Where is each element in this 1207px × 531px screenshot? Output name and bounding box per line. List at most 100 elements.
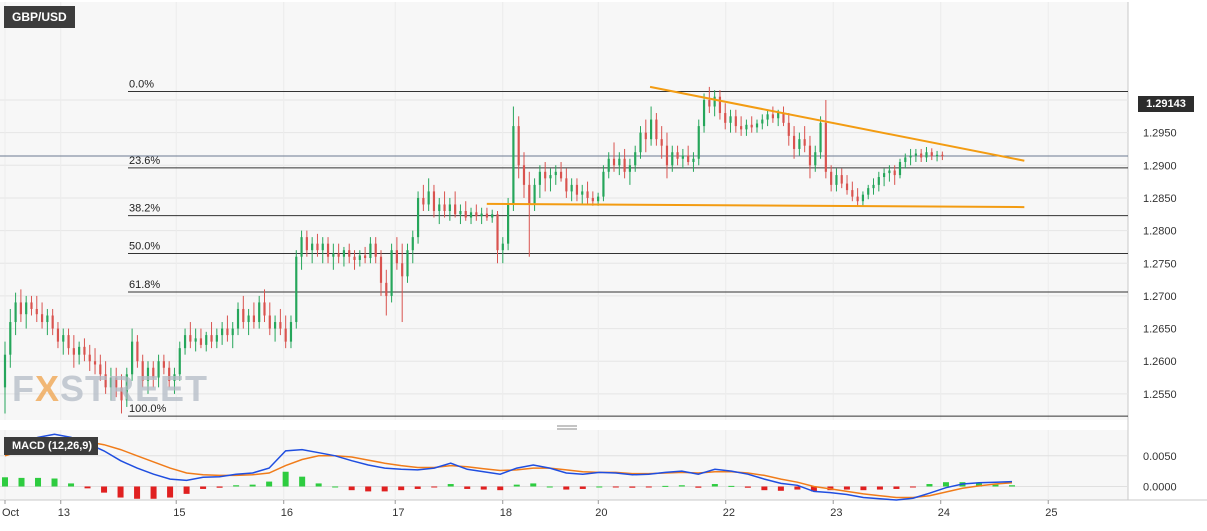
candle-body xyxy=(395,250,398,264)
current-price-tag: 1.29143 xyxy=(1138,96,1194,112)
candle-body xyxy=(830,171,833,185)
candle-body xyxy=(72,348,75,355)
macd-tick-label: 0.0050 xyxy=(1143,451,1177,463)
fib-level-label: 100.0% xyxy=(129,403,167,415)
macd-histogram-bar xyxy=(464,486,471,489)
candle-body xyxy=(740,126,743,130)
candle-body xyxy=(634,152,637,166)
candle-body xyxy=(194,338,197,342)
candle-body xyxy=(702,99,706,127)
candle-body xyxy=(358,255,361,260)
candle-body xyxy=(231,328,234,336)
candle-body xyxy=(623,158,626,172)
macd-histogram-bar xyxy=(299,476,306,487)
candle-body xyxy=(491,214,494,218)
candle-body xyxy=(109,377,113,388)
candle-body xyxy=(247,315,250,323)
candle-body xyxy=(221,328,224,336)
candle-body xyxy=(639,132,642,153)
candle-body xyxy=(374,243,377,257)
price-tick-label: 1.2700 xyxy=(1143,291,1177,303)
candle-body xyxy=(62,335,65,342)
candle-body xyxy=(284,328,287,342)
candle-body xyxy=(469,212,473,218)
candle-body xyxy=(930,152,933,157)
macd-histogram-bar xyxy=(315,483,322,487)
candle-body xyxy=(448,204,451,211)
price-tick-label: 1.2550 xyxy=(1143,389,1177,401)
candle-body xyxy=(554,171,557,176)
candle-body xyxy=(385,282,388,296)
candle-body xyxy=(168,367,171,381)
candle-body xyxy=(51,315,54,329)
candle-body xyxy=(480,213,483,217)
fib-level-label: 61.8% xyxy=(129,279,160,291)
candle-body xyxy=(718,96,722,114)
candle-body xyxy=(364,255,367,259)
candle-body xyxy=(411,237,414,251)
candle-body xyxy=(342,250,346,257)
macd-histogram-bar xyxy=(348,486,355,491)
candle-body xyxy=(856,196,859,202)
candle-body xyxy=(761,119,764,124)
candle-body xyxy=(199,338,203,345)
macd-histogram-bar xyxy=(480,486,487,490)
candle-body xyxy=(136,341,139,362)
candle-body xyxy=(920,153,923,158)
candle-body xyxy=(676,152,679,159)
macd-histogram-bar xyxy=(117,486,124,498)
candle-body xyxy=(443,204,446,211)
macd-histogram-bar xyxy=(662,485,669,487)
macd-histogram-bar xyxy=(1009,485,1015,487)
macd-histogram-bar xyxy=(860,486,867,491)
candle-body xyxy=(755,123,759,128)
candle-body xyxy=(104,374,107,388)
fib-level-label: 0.0% xyxy=(129,78,154,90)
candle-body xyxy=(877,177,880,185)
macd-histogram-bar xyxy=(596,486,603,488)
candle-body xyxy=(851,190,854,197)
candle-body xyxy=(602,171,605,197)
candle-body xyxy=(713,96,716,107)
time-tick-label: 25 xyxy=(1045,507,1057,519)
candle-body xyxy=(295,256,298,323)
macd-histogram-bar xyxy=(134,486,141,499)
candle-body xyxy=(115,377,118,388)
candle-body xyxy=(3,354,7,388)
macd-histogram-bar xyxy=(18,477,25,487)
macd-histogram-bar xyxy=(926,484,933,487)
price-tick-label: 1.2650 xyxy=(1143,324,1177,336)
candle-body xyxy=(390,250,393,296)
candle-body xyxy=(883,173,886,178)
macd-histogram-bar xyxy=(761,486,768,491)
candle-body xyxy=(464,211,467,218)
candle-body xyxy=(406,250,409,277)
macd-histogram-bar xyxy=(678,485,685,487)
macd-histogram-bar xyxy=(233,485,240,487)
candle-body xyxy=(337,253,340,257)
time-tick-label: 20 xyxy=(595,507,607,519)
candle-body xyxy=(326,243,330,257)
time-tick-label: 24 xyxy=(938,507,950,519)
candle-body xyxy=(528,184,531,205)
candle-body xyxy=(824,122,827,172)
macd-histogram-bar xyxy=(216,486,223,488)
time-tick-label: 13 xyxy=(58,507,70,519)
candle-body xyxy=(909,155,912,158)
candle-body xyxy=(697,126,700,159)
candle-body xyxy=(692,158,695,163)
candle-body xyxy=(618,158,621,166)
macd-histogram-bar xyxy=(35,477,42,487)
candle-body xyxy=(120,387,123,401)
candle-body xyxy=(9,322,12,355)
candle-body xyxy=(252,315,255,323)
macd-histogram-bar xyxy=(150,486,157,499)
time-tick-label: Oct xyxy=(2,507,19,519)
candle-body xyxy=(353,256,356,260)
macd-histogram-bar xyxy=(431,486,438,488)
candle-body xyxy=(422,197,425,205)
candle-body xyxy=(30,302,33,309)
candle-body xyxy=(787,122,790,136)
candle-body xyxy=(300,237,303,257)
